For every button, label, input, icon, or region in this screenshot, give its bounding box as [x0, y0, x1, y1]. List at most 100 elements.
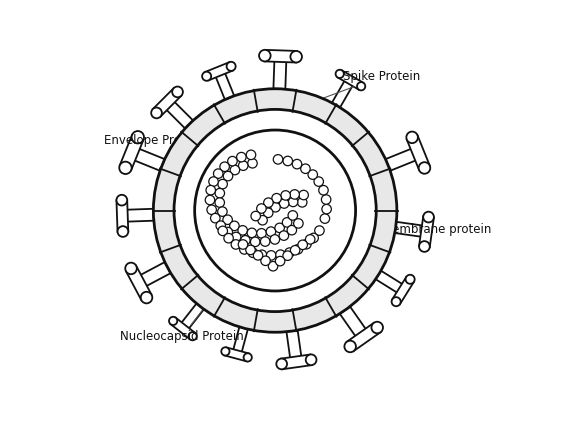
Circle shape [141, 292, 152, 304]
Polygon shape [224, 347, 249, 361]
Circle shape [270, 234, 279, 244]
Polygon shape [140, 262, 171, 286]
Circle shape [288, 197, 298, 207]
Circle shape [297, 197, 307, 207]
Circle shape [206, 185, 216, 195]
Circle shape [119, 162, 132, 174]
Polygon shape [205, 62, 233, 80]
Circle shape [240, 245, 249, 254]
Polygon shape [120, 135, 144, 170]
Circle shape [248, 248, 258, 258]
Circle shape [271, 203, 280, 212]
Circle shape [228, 157, 237, 166]
Circle shape [238, 240, 248, 249]
Circle shape [215, 198, 224, 207]
Circle shape [260, 237, 270, 246]
Polygon shape [332, 80, 353, 107]
Polygon shape [407, 135, 430, 170]
Circle shape [213, 169, 223, 179]
Polygon shape [216, 73, 234, 99]
Circle shape [172, 87, 183, 97]
Text: Spike Protein: Spike Protein [310, 70, 420, 103]
Circle shape [419, 241, 430, 252]
Circle shape [209, 177, 218, 187]
Circle shape [231, 240, 240, 249]
Circle shape [251, 211, 260, 221]
Circle shape [151, 107, 162, 118]
Text: Membrane protein: Membrane protein [350, 219, 492, 236]
Circle shape [216, 221, 225, 230]
Circle shape [321, 195, 331, 204]
Circle shape [261, 256, 270, 266]
Polygon shape [134, 149, 164, 171]
Circle shape [282, 218, 292, 227]
Circle shape [169, 317, 177, 325]
Circle shape [117, 226, 128, 237]
Circle shape [279, 199, 289, 208]
Circle shape [240, 235, 250, 245]
Circle shape [257, 250, 267, 259]
Circle shape [210, 213, 220, 223]
Circle shape [132, 131, 144, 144]
Circle shape [275, 256, 285, 266]
Circle shape [266, 227, 275, 236]
Polygon shape [117, 200, 128, 232]
Circle shape [223, 171, 233, 181]
Circle shape [174, 109, 376, 312]
Circle shape [392, 297, 401, 306]
Circle shape [273, 155, 283, 164]
Circle shape [221, 347, 229, 355]
Circle shape [423, 212, 434, 222]
Circle shape [236, 152, 246, 162]
Polygon shape [386, 149, 416, 171]
Circle shape [336, 70, 344, 78]
Circle shape [205, 195, 214, 205]
Circle shape [279, 231, 289, 240]
Circle shape [314, 177, 324, 187]
Polygon shape [171, 318, 195, 339]
Polygon shape [274, 61, 286, 89]
Polygon shape [126, 266, 152, 300]
Circle shape [248, 159, 257, 168]
Circle shape [298, 240, 308, 250]
Circle shape [357, 82, 365, 91]
Circle shape [223, 215, 232, 224]
Circle shape [302, 240, 311, 249]
Circle shape [371, 322, 383, 333]
Circle shape [202, 72, 211, 81]
Polygon shape [340, 306, 366, 337]
Circle shape [283, 156, 293, 166]
Circle shape [283, 251, 292, 261]
Circle shape [244, 353, 252, 362]
Text: Nucleocapsid Protein: Nucleocapsid Protein [120, 285, 244, 343]
Polygon shape [181, 304, 204, 329]
Circle shape [309, 233, 319, 242]
Circle shape [320, 214, 329, 223]
Circle shape [218, 207, 227, 216]
Circle shape [264, 198, 273, 208]
Circle shape [344, 341, 356, 352]
Circle shape [319, 186, 328, 195]
Circle shape [125, 263, 137, 274]
Polygon shape [233, 327, 248, 352]
Circle shape [299, 190, 308, 200]
Circle shape [294, 218, 303, 228]
Circle shape [215, 189, 225, 198]
Circle shape [218, 226, 228, 236]
Circle shape [263, 208, 273, 218]
Circle shape [287, 225, 297, 235]
Circle shape [306, 354, 316, 365]
Circle shape [227, 62, 236, 71]
Circle shape [247, 228, 256, 237]
Polygon shape [347, 323, 381, 351]
Circle shape [223, 227, 232, 237]
Circle shape [246, 245, 255, 255]
Text: Envelope Protein: Envelope Protein [104, 134, 204, 156]
Circle shape [269, 261, 278, 271]
Circle shape [218, 179, 227, 189]
Polygon shape [392, 277, 414, 304]
Circle shape [275, 223, 285, 233]
Circle shape [239, 161, 248, 171]
Circle shape [229, 221, 239, 231]
Polygon shape [286, 330, 301, 358]
